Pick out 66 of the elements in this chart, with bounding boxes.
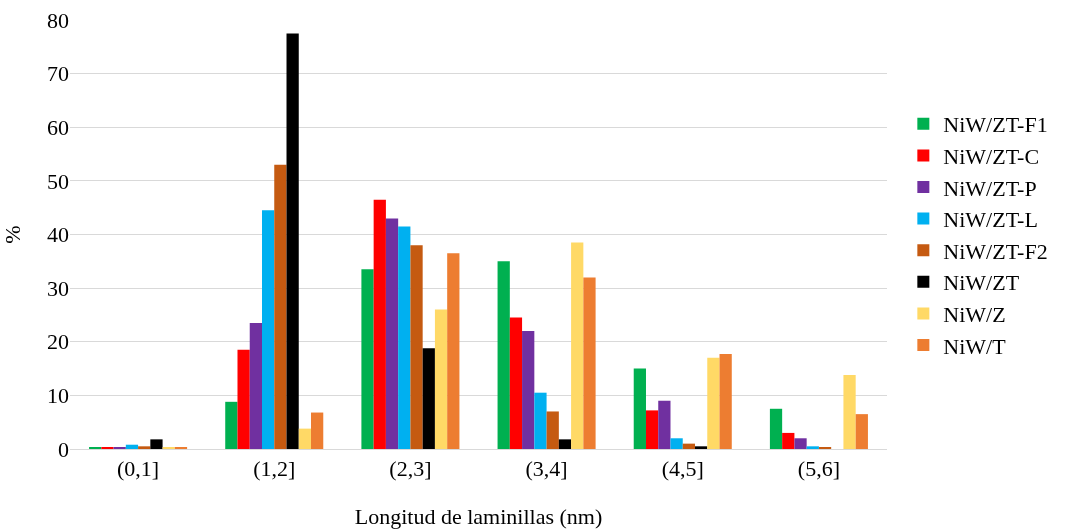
bar	[843, 375, 856, 449]
x-axis-title: Longitud de laminillas (nm)	[354, 504, 603, 529]
legend-label: NiW/ZT	[943, 270, 1020, 296]
bar	[707, 357, 720, 449]
bar	[558, 439, 572, 449]
y-tick-label: 70	[47, 61, 69, 87]
bar	[447, 253, 460, 449]
bar	[298, 428, 312, 449]
y-tick-label: 20	[47, 329, 69, 355]
x-tick-label: (2,3]	[389, 456, 432, 482]
legend-label: NiW/ZT-L	[943, 207, 1038, 233]
bar	[670, 438, 683, 449]
bar	[769, 408, 783, 449]
legend-label: NiW/ZT-C	[943, 143, 1040, 169]
bar	[782, 432, 795, 449]
bar	[398, 226, 411, 449]
bar	[138, 446, 151, 449]
bar	[262, 210, 275, 449]
y-tick-label: 50	[47, 168, 69, 194]
bar	[311, 412, 324, 449]
bar	[658, 400, 671, 449]
legend-label: NiW/T	[943, 333, 1007, 359]
bar	[150, 439, 163, 449]
legend-label: NiW/ZT-F1	[943, 112, 1048, 138]
bar	[497, 261, 510, 449]
bar	[286, 33, 299, 449]
bar	[274, 164, 287, 449]
y-tick-label: 80	[47, 7, 69, 33]
bar	[583, 277, 596, 449]
bar	[410, 245, 423, 449]
y-axis-title: %	[0, 225, 25, 244]
bar	[806, 446, 819, 449]
x-tick-label: (0,1]	[117, 456, 160, 482]
bar	[682, 443, 696, 449]
bar	[695, 446, 708, 449]
bar	[422, 348, 435, 449]
bar	[434, 309, 448, 449]
bar	[522, 331, 535, 449]
y-tick-label: 40	[47, 222, 69, 248]
bar	[855, 414, 868, 449]
bar	[534, 392, 547, 449]
bar	[361, 269, 374, 449]
y-tick-label: 0	[58, 436, 69, 462]
y-tick-label: 10	[47, 383, 69, 409]
bar	[125, 444, 139, 449]
y-tick-label: 30	[47, 275, 69, 301]
bar	[794, 438, 807, 449]
bar	[225, 401, 238, 449]
bar	[373, 199, 386, 449]
bar	[633, 368, 646, 449]
bar	[237, 349, 250, 449]
x-tick-label: (3,4]	[525, 456, 568, 482]
x-tick-label: (4,5]	[661, 456, 704, 482]
bar	[546, 411, 559, 449]
x-tick-label: (5,6]	[797, 456, 840, 482]
bar	[509, 317, 523, 449]
bar	[249, 322, 262, 449]
bar	[571, 242, 584, 449]
bar	[719, 354, 732, 449]
legend-label: NiW/ZT-P	[943, 175, 1037, 201]
x-tick-label: (1,2]	[253, 456, 296, 482]
bar	[385, 218, 399, 449]
legend-label: NiW/Z	[943, 301, 1006, 327]
bar	[645, 410, 659, 449]
legend-label: NiW/ZT-F2	[943, 238, 1048, 264]
y-tick-label: 60	[47, 114, 69, 140]
